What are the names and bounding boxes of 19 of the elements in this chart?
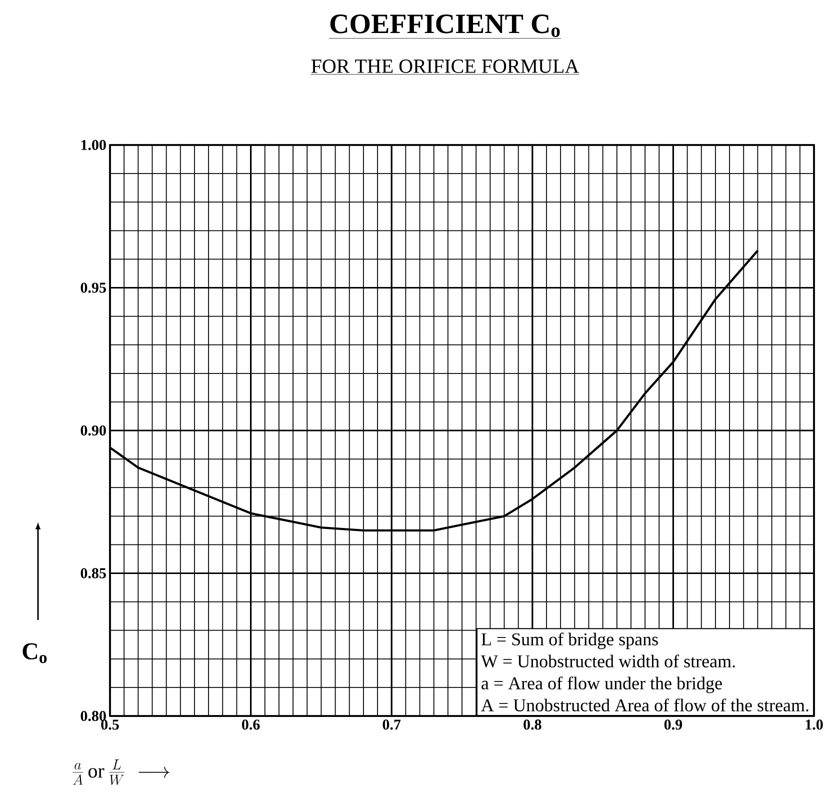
annotation: A = Unobstructed Area of flow of the stream.	[481, 698, 808, 712]
y-tick-label: 0.90	[80, 425, 106, 436]
y-tick-label: 0.80	[80, 710, 106, 722]
x-tick-label: 0.9	[664, 720, 682, 730]
annotation: a = Area of flow under the bridge	[482, 676, 722, 694]
y-axis-title: C$_{o}$	[22, 643, 47, 664]
y-tick-label: 1.00	[81, 140, 106, 150]
y-tick-label: 0.85	[80, 568, 106, 578]
chart-subtitle: FOR THE ORIFICE FORMULA	[311, 60, 580, 73]
x-tick-label: 0.7	[382, 720, 401, 730]
x-axis-title: $\frac{a}{A}\,\mathrm{or}\,\frac{L}{W}\;\longrightarrow$	[72, 760, 170, 785]
annotation: W = Unobstructed width of stream.	[480, 654, 735, 668]
x-tick-label: 0.8	[524, 720, 542, 730]
y-tick-label: 0.95	[80, 282, 106, 293]
x-tick-label: 0.5	[101, 720, 119, 730]
x-tick-label: 1.0	[806, 720, 823, 730]
chart-title: COEFFICIENT C$_{o}$	[330, 14, 560, 37]
x-tick-label: 0.6	[242, 720, 260, 730]
annotation: L = Sum of bridge spans	[481, 632, 658, 650]
